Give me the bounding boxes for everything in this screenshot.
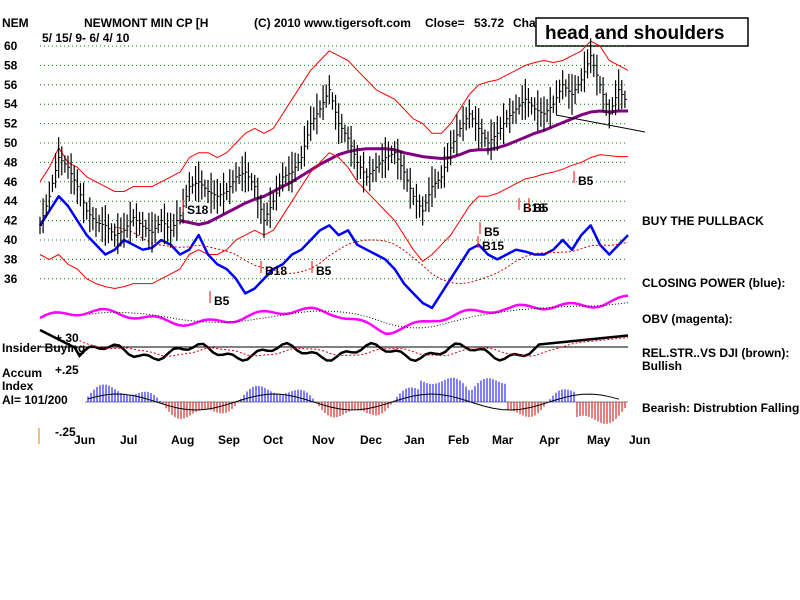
y-tick-42: 42: [4, 214, 18, 228]
rel-str-value: +.30: [55, 331, 79, 345]
signal-s18-0: S18: [187, 203, 209, 217]
month-aug-2: Aug: [171, 433, 194, 447]
y-tick-50: 50: [4, 136, 18, 150]
month-sep-3: Sep: [218, 433, 240, 447]
date-range: 5/ 15/ 9- 6/ 4/ 10: [42, 31, 130, 45]
y-tick-36: 36: [4, 272, 18, 286]
obv-label: OBV (magenta):: [642, 312, 733, 326]
y-tick-40: 40: [4, 233, 18, 247]
month-axis: Jun Jul Aug Sep Oct Nov Dec Jan Feb Mar Apr May Jun: [74, 433, 650, 447]
buy-pullback-label: BUY THE PULLBACK: [642, 214, 764, 228]
month-may-11: May: [587, 433, 611, 447]
signal-b15-5: B15: [482, 239, 504, 253]
y-axis-labels: 60 58 56 54 52 50 48 46 44 42 40 38 36: [4, 39, 18, 286]
month-dec-6: Dec: [360, 433, 382, 447]
callout-text: head and shoulders: [545, 23, 724, 44]
callout-box: head and shoulders: [535, 17, 749, 47]
y-tick-60: 60: [4, 39, 18, 53]
y-tick-52: 52: [4, 117, 18, 131]
lower-indicators: [39, 294, 629, 424]
rel-str-ma: [79, 337, 629, 357]
y-tick-56: 56: [4, 78, 18, 92]
obv-ma: [89, 302, 629, 329]
signal-b5-7: B5: [533, 201, 549, 215]
y-tick-38: 38: [4, 252, 18, 266]
rel-str-line: [39, 328, 629, 363]
index-label: Index: [2, 379, 34, 393]
price-grid: [40, 45, 628, 280]
rel-str-label: REL.STR..VS DJI (brown):: [642, 346, 789, 360]
month-jul-1: Jul: [120, 433, 137, 447]
accum-ma: [87, 393, 620, 411]
bearish-label: Bearish: Distrubtion Falling.: [642, 401, 800, 415]
month-nov-5: Nov: [312, 433, 335, 447]
signal-b5-8: B5: [578, 174, 594, 188]
neckline: [555, 114, 646, 133]
accum-upper-value: +.25: [55, 363, 79, 377]
month-jan-7: Jan: [404, 433, 425, 447]
ticker: NEM: [2, 16, 29, 30]
closing-power-label: CLOSING POWER (blue):: [642, 276, 785, 290]
y-tick-54: 54: [4, 97, 18, 111]
month-oct-4: Oct: [263, 433, 283, 447]
signal-b5-1: B5: [214, 294, 230, 308]
change-label: Cha: [513, 16, 536, 30]
chart-series: [38, 40, 629, 310]
y-tick-48: 48: [4, 155, 18, 169]
closing-power-ma: [114, 226, 629, 285]
y-tick-58: 58: [4, 58, 18, 72]
series-lower-band: [39, 152, 628, 289]
price-bars: [39, 38, 627, 254]
signal-b5-4: B5: [484, 225, 500, 239]
company-name: NEWMONT MIN CP [H: [84, 16, 208, 30]
copyright: (C) 2010 www.tigersoft.com: [254, 16, 411, 30]
accum-label: Accum: [2, 366, 42, 380]
month-apr-10: Apr: [539, 433, 560, 447]
obv-line: [39, 294, 629, 336]
month-mar-9: Mar: [492, 433, 514, 447]
ai-label: AI= 101/200: [2, 393, 68, 407]
y-tick-44: 44: [4, 194, 18, 208]
accum-lower-value: -.25: [55, 425, 76, 439]
series-closing-power: [38, 195, 629, 310]
signal-b18-2: B18: [265, 264, 287, 278]
bullish-label: Bullish: [642, 359, 682, 373]
series-ma: [179, 109, 628, 226]
close-value: 53.72: [474, 16, 504, 30]
insider-buying-label: Insider Buying: [2, 341, 85, 355]
series-upper-band: [39, 40, 629, 192]
close-label: Close=: [425, 16, 465, 30]
month-feb-8: Feb: [448, 433, 469, 447]
y-tick-46: 46: [4, 175, 18, 189]
month-jun-12: Jun: [629, 433, 650, 447]
signal-b5-3: B5: [316, 264, 332, 278]
month-jun-0: Jun: [74, 433, 95, 447]
